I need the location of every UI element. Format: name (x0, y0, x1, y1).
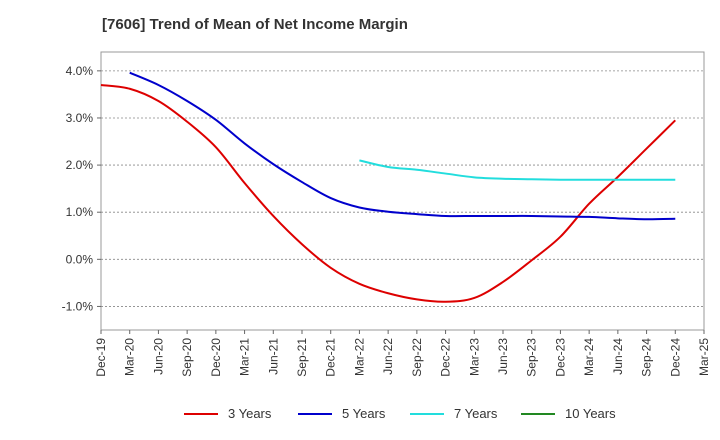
x-tick-label: Dec-20 (209, 338, 223, 377)
x-tick-label: Dec-19 (94, 338, 108, 377)
y-tick-label: 2.0% (66, 158, 94, 172)
x-tick-label: Jun-20 (151, 338, 165, 375)
legend-item-5-years: 5 Years (298, 406, 385, 421)
y-tick-label: -1.0% (62, 299, 94, 313)
x-tick-label: Mar-24 (582, 338, 596, 376)
legend-swatch (410, 412, 444, 415)
series-line-7-years (359, 159, 676, 181)
y-tick-label: 1.0% (66, 205, 94, 219)
legend-label: 10 Years (565, 406, 616, 421)
legend-swatch (521, 412, 555, 415)
x-tick-label: Jun-24 (611, 338, 625, 375)
x-tick-label: Mar-23 (467, 338, 481, 376)
legend-label: 3 Years (228, 406, 272, 421)
legend-swatch (184, 412, 218, 415)
chart-title: [7606] Trend of Mean of Net Income Margi… (102, 16, 408, 33)
legend-item-3-years: 3 Years (184, 406, 271, 421)
series-line-5-years (129, 71, 676, 221)
x-tick-label: Sep-20 (180, 338, 194, 377)
x-tick-label: Dec-22 (439, 338, 453, 377)
legend-label: 7 Years (454, 406, 498, 421)
x-tick-label: Dec-24 (668, 338, 682, 377)
x-tick-label: Sep-24 (640, 338, 654, 377)
legend-label: 5 Years (342, 406, 386, 421)
legend-item-7-years: 7 Years (410, 406, 497, 421)
x-tick-label: Dec-23 (553, 338, 567, 377)
x-tick-label: Dec-21 (324, 338, 338, 377)
y-tick-label: 3.0% (66, 111, 94, 125)
x-tick-label: Mar-21 (238, 338, 252, 376)
x-tick-label: Jun-21 (266, 338, 280, 375)
plot-frame (100, 51, 705, 331)
grid-layer (100, 51, 705, 331)
x-tick-label: Mar-25 (697, 338, 711, 376)
x-tick-label: Sep-22 (410, 338, 424, 377)
x-tick-label: Jun-23 (496, 338, 510, 375)
legend-item-10-years: 10 Years (521, 406, 616, 421)
x-tick-label: Mar-20 (123, 338, 137, 376)
axis-layer: 4.0% 3.0% 2.0% 1.0% 0.0% -1.0% Dec-19 Mar-20 Jun… (62, 64, 711, 377)
y-tick-label: 4.0% (66, 64, 94, 78)
x-tick-label: Jun-22 (381, 338, 395, 375)
y-tick-label: 0.0% (66, 252, 94, 266)
legend: 3 Years 5 Years 7 Years 10 Years (0, 400, 720, 430)
x-tick-label: Sep-21 (295, 338, 309, 377)
legend-swatch (298, 412, 332, 415)
series-layer (100, 71, 676, 303)
x-tick-label: Mar-22 (352, 338, 366, 376)
x-tick-label: Sep-23 (525, 338, 539, 377)
series-line-3-years (100, 83, 676, 303)
